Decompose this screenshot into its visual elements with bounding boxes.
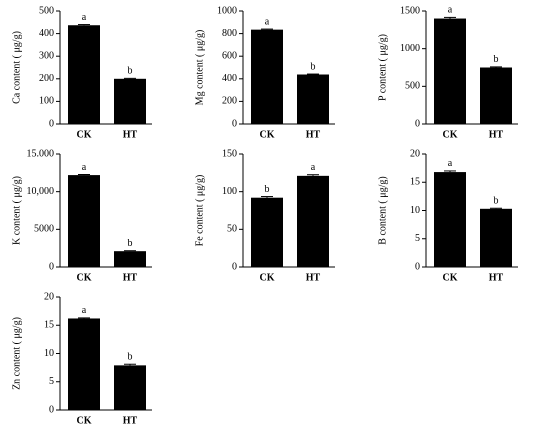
y-tick-label: 0 <box>232 118 237 129</box>
bar <box>114 365 146 410</box>
bar <box>480 67 512 124</box>
y-axis-label: K content ( μg/g) <box>11 176 22 245</box>
x-tick-label: HT <box>489 129 504 140</box>
y-tick-label: 15.000 <box>27 148 55 159</box>
significance-letter: a <box>448 5 453 16</box>
significance-letter: b <box>128 66 133 77</box>
x-tick-label: CK <box>77 129 92 140</box>
y-tick-label: 300 <box>39 50 54 61</box>
y-tick-label: 1000 <box>400 43 420 54</box>
x-tick-label: CK <box>260 129 275 140</box>
y-tick-label: 0 <box>49 261 54 272</box>
y-tick-label: 0 <box>415 118 420 129</box>
y-axis-label: Mg content ( μg/g) <box>194 30 205 106</box>
y-tick-label: 15 <box>44 320 54 331</box>
bar <box>297 74 329 124</box>
y-tick-label: 5 <box>49 376 54 387</box>
x-tick-label: CK <box>443 129 458 140</box>
significance-letter: a <box>265 16 270 27</box>
bar <box>68 318 100 410</box>
bar <box>480 208 512 267</box>
significance-letter: a <box>311 162 316 173</box>
y-tick-label: 500 <box>39 5 54 16</box>
x-tick-label: HT <box>306 272 321 283</box>
significance-letter: a <box>82 305 87 316</box>
y-tick-label: 15 <box>410 177 420 188</box>
significance-letter: b <box>128 352 133 363</box>
y-tick-label: 0 <box>49 118 54 129</box>
y-tick-label: 1000 <box>217 5 237 16</box>
bar <box>251 197 283 267</box>
y-axis-label: B content ( μg/g) <box>377 176 388 244</box>
y-axis-label: Fe content ( μg/g) <box>194 175 205 247</box>
x-tick-label: HT <box>489 272 504 283</box>
y-tick-label: 20 <box>44 291 54 302</box>
y-tick-label: 10,000 <box>27 186 55 197</box>
bar <box>114 251 146 267</box>
y-tick-label: 0 <box>49 404 54 415</box>
y-tick-label: 0 <box>232 261 237 272</box>
significance-letter: b <box>128 238 133 249</box>
y-axis-label: Ca content ( μg/g) <box>11 31 22 104</box>
y-axis-label: P content ( μg/g) <box>377 34 388 101</box>
significance-letter: b <box>494 196 499 207</box>
significance-letter: a <box>82 162 87 173</box>
y-tick-label: 50 <box>227 224 237 235</box>
x-tick-label: CK <box>443 272 458 283</box>
y-tick-label: 5000 <box>34 224 54 235</box>
y-tick-label: 600 <box>222 50 237 61</box>
bar <box>68 25 100 125</box>
y-tick-label: 100 <box>39 96 54 107</box>
x-tick-label: CK <box>260 272 275 283</box>
y-tick-label: 0 <box>415 261 420 272</box>
y-tick-label: 20 <box>410 148 420 159</box>
y-tick-label: 5 <box>415 233 420 244</box>
y-tick-label: 150 <box>222 148 237 159</box>
y-tick-label: 10 <box>44 348 54 359</box>
significance-letter: a <box>448 158 453 169</box>
x-tick-label: CK <box>77 272 92 283</box>
bar <box>68 175 100 267</box>
y-tick-label: 200 <box>39 73 54 84</box>
y-tick-label: 100 <box>222 186 237 197</box>
bar <box>434 18 466 124</box>
x-tick-label: HT <box>123 415 138 426</box>
significance-letter: b <box>265 184 270 195</box>
x-tick-label: HT <box>123 129 138 140</box>
y-axis-label: Zn content ( μg/g) <box>11 317 22 390</box>
x-tick-label: HT <box>306 129 321 140</box>
y-tick-label: 10 <box>410 205 420 216</box>
significance-letter: b <box>494 54 499 65</box>
y-tick-label: 500 <box>405 81 420 92</box>
significance-letter: a <box>82 12 87 23</box>
significance-letter: b <box>311 61 316 72</box>
y-tick-label: 400 <box>39 28 54 39</box>
x-tick-label: CK <box>77 415 92 426</box>
y-tick-label: 400 <box>222 73 237 84</box>
bar <box>434 172 466 267</box>
bar <box>251 29 283 124</box>
y-tick-label: 200 <box>222 96 237 107</box>
bar <box>114 78 146 124</box>
x-tick-label: HT <box>123 272 138 283</box>
y-tick-label: 800 <box>222 28 237 39</box>
bar <box>297 175 329 267</box>
y-tick-label: 1500 <box>400 5 420 16</box>
